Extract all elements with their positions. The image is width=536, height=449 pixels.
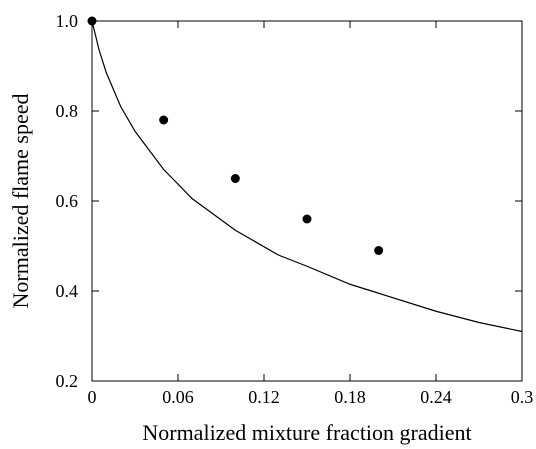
data-point	[87, 16, 97, 26]
model-curve	[91, 20, 523, 333]
y-tick-label: 0.8	[56, 101, 79, 121]
x-axis-label: Normalized mixture fraction gradient	[142, 420, 471, 445]
data-point	[159, 115, 169, 125]
data-point	[302, 214, 312, 224]
x-tick-label: 0.24	[420, 387, 452, 407]
y-axis-label: Normalized flame speed	[8, 93, 33, 308]
y-tick-label: 0.2	[56, 371, 79, 391]
y-tick-label: 1.0	[56, 11, 79, 31]
y-tick-label: 0.6	[56, 191, 79, 211]
x-tick-label: 0	[88, 387, 97, 407]
data-points	[87, 16, 384, 255]
x-tick-label: 0.06	[162, 387, 194, 407]
x-tick-label: 0.3	[511, 387, 534, 407]
y-tick-label: 0.4	[56, 281, 79, 301]
tick-labels: 0 0.06 0.12 0.18 0.24 0.3 0.2 0.4 0.6 0.8 1.0	[56, 11, 534, 407]
plot-frame	[91, 20, 523, 382]
x-tick-label: 0.18	[334, 387, 366, 407]
data-point	[374, 246, 384, 255]
data-point	[230, 174, 240, 183]
ticks	[91, 20, 523, 382]
x-tick-label: 0.12	[248, 387, 280, 407]
